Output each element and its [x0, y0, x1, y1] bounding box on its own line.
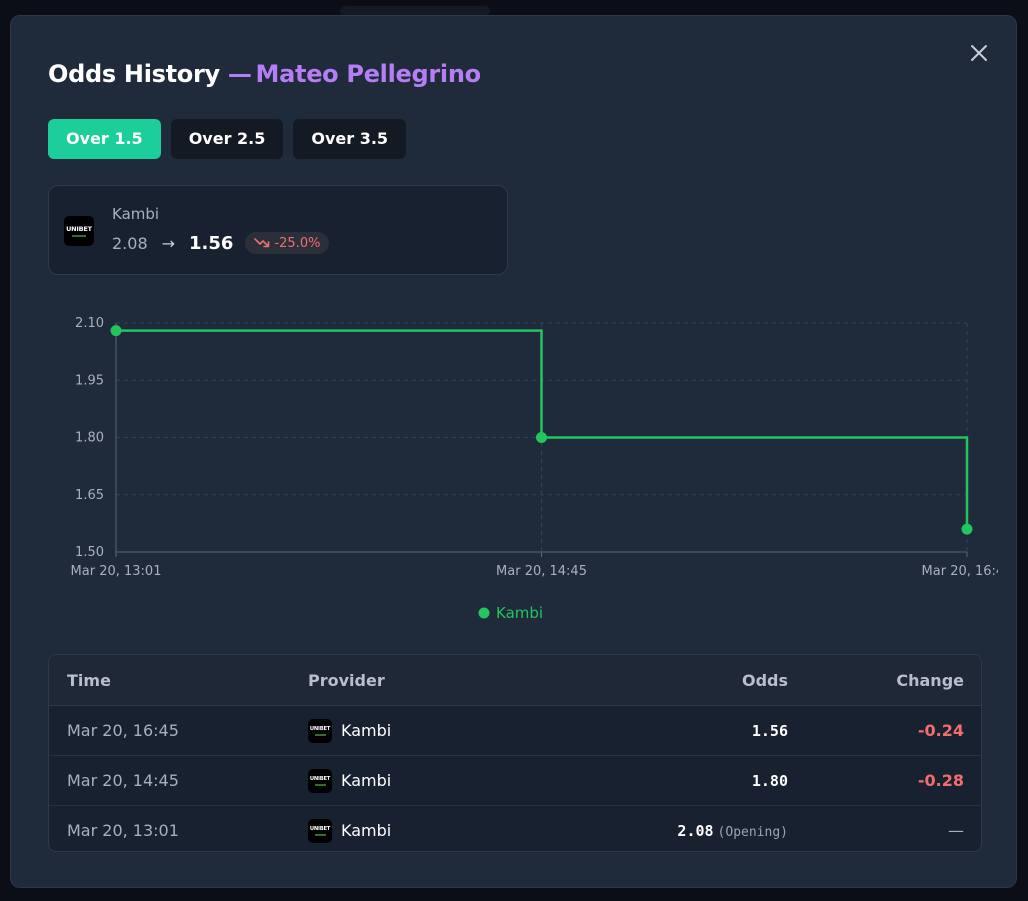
data-point [536, 432, 547, 443]
legend-label: Kambi [496, 604, 543, 622]
odds-movement: 2.08 → 1.56 -25.0% [112, 232, 330, 254]
header-change: Change [896, 670, 964, 690]
y-tick-label: 1.50 [75, 545, 104, 560]
row-odds: 2.08 (Opening) [608, 822, 788, 840]
odds-history-modal: Odds History — Mateo Pellegrino Over 1.5 O… [10, 15, 1017, 888]
odds-chart-svg: 2.10 1.95 1.80 1.65 1.50 Mar 20, 13:01 Mar 20,… [71, 316, 1013, 622]
row-change: -0.28 [917, 771, 964, 790]
table-row: Mar 20, 13:01 UNIBET Kambi 2.08 (Opening)… [49, 806, 981, 851]
arrow-right-icon: → [161, 233, 176, 253]
title-text: Odds History [48, 60, 220, 88]
opening-odds: 2.08 [112, 233, 148, 253]
x-tick-label: Mar 20, 14:45 [496, 564, 587, 579]
table-row: Mar 20, 14:45 UNIBET Kambi 1.80 -0.28 [49, 756, 981, 806]
unibet-logo-icon: UNIBET [308, 768, 332, 793]
row-time: Mar 20, 14:45 [67, 771, 179, 790]
data-point [110, 325, 122, 337]
y-tick-label: 1.80 [75, 431, 104, 446]
market-tabs: Over 1.5 Over 2.5 Over 3.5 [48, 119, 407, 159]
row-provider-name: Kambi [341, 721, 392, 740]
x-tick-label: Mar 20, 16:45 [922, 564, 998, 579]
opening-tag: (Opening) [717, 824, 788, 840]
header-time: Time [67, 670, 111, 690]
backdrop-element [340, 6, 490, 16]
provider-summary-card: UNIBET Kambi 2.08 → 1.56 -25.0% [48, 185, 508, 275]
row-odds-value: 1.56 [751, 721, 788, 740]
row-provider-name: Kambi [341, 771, 392, 790]
trending-down-icon [254, 238, 270, 248]
unibet-logo-icon: UNIBET [308, 718, 332, 743]
row-provider: UNIBET Kambi [308, 818, 608, 843]
row-time: Mar 20, 13:01 [67, 821, 179, 840]
row-change: — [948, 821, 964, 840]
header-provider: Provider [308, 670, 385, 690]
player-name: Mateo Pellegrino [255, 60, 482, 88]
title-dash: — [227, 60, 252, 88]
logo-text: UNIBET [309, 725, 331, 732]
tab-over-1-5[interactable]: Over 1.5 [48, 119, 161, 159]
row-odds: 1.80 [608, 772, 788, 790]
table-row: Mar 20, 16:45 UNIBET Kambi 1.56 -0.24 [49, 706, 981, 756]
odds-chart: 2.10 1.95 1.80 1.65 1.50 Mar 20, 13:01 Mar 20,… [48, 296, 1013, 636]
modal-title: Odds History — Mateo Pellegrino [48, 60, 481, 88]
logo-text: UNIBET [309, 775, 331, 782]
x-tick-label: Mar 20, 13:01 [71, 564, 162, 579]
close-icon[interactable] [968, 42, 990, 64]
provider-name: Kambi [112, 205, 160, 223]
y-tick-label: 1.95 [75, 373, 104, 388]
row-provider: UNIBET Kambi [308, 718, 608, 743]
row-provider-name: Kambi [341, 821, 392, 840]
unibet-logo-icon: UNIBET [308, 818, 332, 843]
logo-text: UNIBET [66, 224, 92, 233]
tab-over-2-5[interactable]: Over 2.5 [170, 119, 284, 159]
row-time: Mar 20, 16:45 [67, 721, 179, 740]
current-odds: 1.56 [189, 232, 234, 254]
logo-text: UNIBET [309, 825, 331, 832]
legend-marker [478, 607, 490, 619]
unibet-logo-icon: UNIBET [64, 216, 94, 246]
row-change: -0.24 [917, 721, 964, 740]
change-percent: -25.0% [274, 235, 321, 251]
table-header: Time Provider Odds Change [49, 655, 981, 706]
change-badge: -25.0% [245, 232, 330, 254]
y-tick-label: 1.65 [75, 488, 104, 503]
y-tick-label: 2.10 [75, 316, 104, 331]
tab-over-3-5[interactable]: Over 3.5 [293, 119, 407, 159]
header-odds: Odds [741, 670, 788, 690]
row-odds-value: 2.08 [677, 821, 714, 840]
row-odds-value: 1.80 [751, 771, 788, 790]
row-odds: 1.56 [608, 722, 788, 740]
row-provider: UNIBET Kambi [308, 768, 608, 793]
odds-history-table: Time Provider Odds Change Mar 20, 16:45 … [48, 654, 982, 852]
data-point [961, 523, 973, 535]
